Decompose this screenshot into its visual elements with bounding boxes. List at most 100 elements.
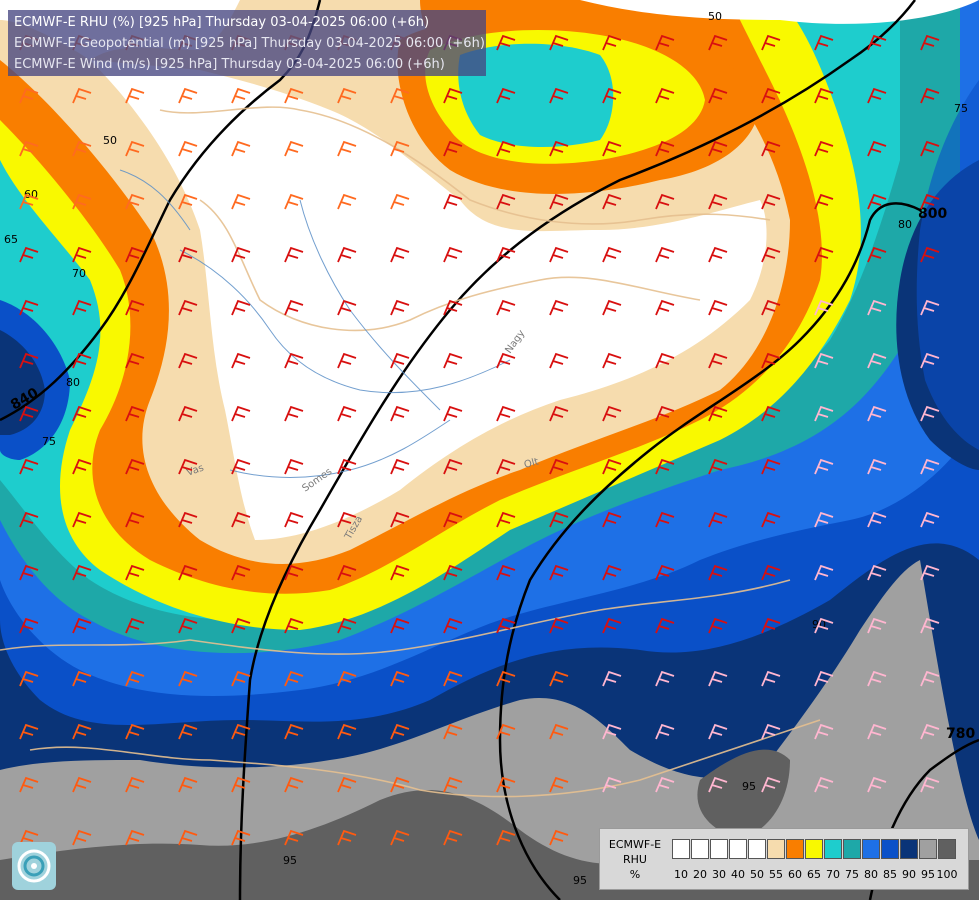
wind-barb	[708, 776, 728, 793]
wind-barb	[761, 352, 781, 369]
wind-barb	[602, 140, 622, 157]
wind-barb	[708, 193, 728, 210]
wind-barb	[814, 352, 834, 369]
wind-barb	[125, 299, 145, 316]
svg-text:50: 50	[708, 10, 722, 23]
legend-tick: 80	[864, 868, 878, 881]
wind-barb	[761, 617, 781, 634]
wind-barb	[761, 140, 781, 157]
wind-barb	[19, 299, 39, 316]
header-geopotential-line: ECMWF-E Geopotential (m) [925 hPa] Thurs…	[14, 36, 485, 51]
wind-barb	[761, 670, 781, 687]
wind-barb	[19, 776, 39, 793]
legend-tick: 65	[807, 868, 821, 881]
wind-barb	[655, 405, 675, 422]
wind-barb	[867, 723, 887, 740]
wind-barb	[708, 246, 728, 263]
svg-text:95: 95	[573, 874, 587, 887]
wind-barb	[920, 87, 940, 104]
wind-barb	[231, 670, 251, 687]
wind-barb	[125, 723, 145, 740]
wind-barb	[867, 617, 887, 634]
wind-barb	[920, 193, 940, 210]
wind-barb	[920, 299, 940, 316]
legend-tick: 10	[674, 868, 688, 881]
wind-barb	[655, 87, 675, 104]
wind-barb	[814, 617, 834, 634]
wind-barb	[549, 670, 569, 687]
wind-barb	[655, 564, 675, 581]
wind-barb	[602, 352, 622, 369]
wind-barb	[72, 405, 92, 422]
wind-barb	[549, 246, 569, 263]
wind-barb	[178, 458, 198, 475]
wind-barb	[549, 776, 569, 793]
wind-barb	[443, 193, 463, 210]
wind-barb	[337, 405, 357, 422]
wind-barb	[443, 723, 463, 740]
wind-barb	[337, 299, 357, 316]
legend-swatch	[729, 839, 747, 859]
wind-barb	[390, 405, 410, 422]
wind-barb	[549, 723, 569, 740]
wind-barb	[602, 458, 622, 475]
wind-barb	[814, 299, 834, 316]
wind-barb	[19, 140, 39, 157]
wind-barb	[496, 246, 516, 263]
wind-barb	[390, 87, 410, 104]
legend-swatch	[881, 839, 899, 859]
wind-barb	[443, 511, 463, 528]
wind-barb	[178, 829, 198, 846]
wind-barb	[549, 829, 569, 846]
wind-barb	[602, 87, 622, 104]
wind-barb	[920, 352, 940, 369]
wind-barb	[231, 352, 251, 369]
wind-barb	[72, 87, 92, 104]
wind-barb	[231, 87, 251, 104]
wind-barb	[708, 34, 728, 51]
wind-barb	[72, 193, 92, 210]
wind-barb	[337, 352, 357, 369]
wind-barb	[549, 405, 569, 422]
wind-barb	[178, 246, 198, 263]
wind-barb	[284, 193, 304, 210]
wind-barb	[231, 140, 251, 157]
svg-text:800: 800	[918, 206, 947, 222]
wind-barb	[125, 87, 145, 104]
wind-barb	[814, 140, 834, 157]
org-logo	[12, 842, 56, 890]
svg-text:50: 50	[103, 134, 117, 147]
legend-tick: 20	[693, 868, 707, 881]
wind-barb	[125, 511, 145, 528]
wind-barb	[761, 34, 781, 51]
wind-barb	[602, 34, 622, 51]
wind-barb	[496, 299, 516, 316]
wind-barb	[920, 617, 940, 634]
wind-barb	[867, 246, 887, 263]
wind-barb	[496, 87, 516, 104]
wind-barb	[337, 723, 357, 740]
wind-barb	[549, 617, 569, 634]
wind-barb	[602, 723, 622, 740]
wind-barbs	[19, 34, 940, 846]
wind-barb	[337, 829, 357, 846]
svg-text:70: 70	[72, 267, 86, 280]
wind-barb	[125, 140, 145, 157]
wind-barb	[390, 352, 410, 369]
legend-swatch	[805, 839, 823, 859]
wind-barb	[814, 670, 834, 687]
wind-barb	[337, 246, 357, 263]
wind-barb	[655, 299, 675, 316]
wind-barb	[284, 617, 304, 634]
wind-barb	[72, 140, 92, 157]
wind-barb	[602, 776, 622, 793]
wind-barb	[125, 458, 145, 475]
wind-barb	[867, 140, 887, 157]
wind-barb	[761, 87, 781, 104]
wind-barb	[72, 352, 92, 369]
wind-barb	[814, 87, 834, 104]
legend-swatch	[691, 839, 709, 859]
wind-barb	[602, 299, 622, 316]
wind-barb	[443, 246, 463, 263]
legend-tick: 100	[936, 868, 958, 881]
